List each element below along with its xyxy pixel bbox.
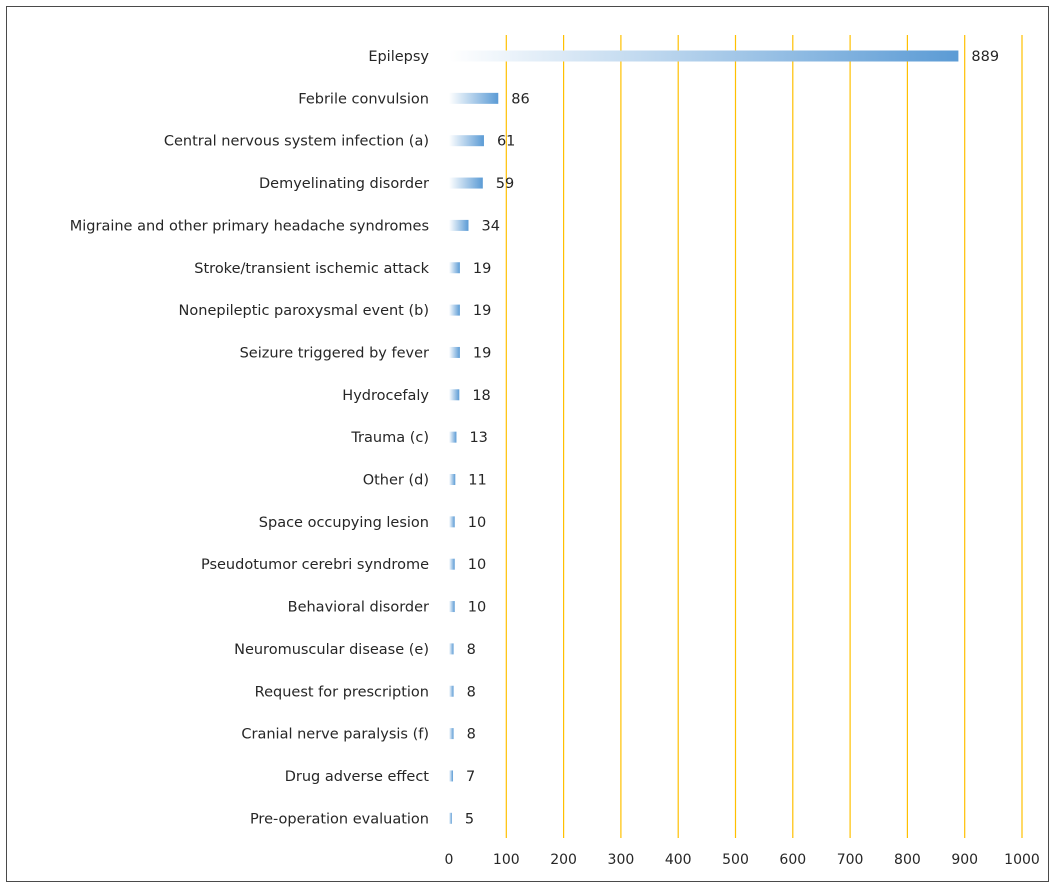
category-label: Other (d)	[363, 473, 429, 489]
category-label: Hydrocefaly	[342, 388, 429, 404]
bar	[449, 770, 454, 782]
data-label: 10	[468, 557, 486, 573]
bar	[449, 346, 460, 358]
category-label: Pre-operation evaluation	[250, 811, 429, 827]
x-tick-label: 1000	[1004, 852, 1040, 868]
bar	[449, 558, 455, 570]
category-label: Neuromuscular disease (e)	[234, 642, 429, 658]
category-label: Seizure triggered by fever	[240, 345, 429, 361]
x-tick-labels: 0 100 200 300 400 500 600 700 800 900 1000	[445, 852, 1040, 868]
data-label: 19	[473, 303, 491, 319]
data-label: 61	[497, 134, 515, 150]
data-label: 13	[469, 430, 487, 446]
data-label: 59	[496, 176, 514, 192]
data-label: 34	[481, 218, 499, 234]
category-label: Demyelinating disorder	[259, 176, 429, 192]
category-label: Migraine and other primary headache synd…	[70, 218, 429, 234]
category-label: Cranial nerve paralysis (f)	[241, 727, 429, 743]
bar	[449, 601, 455, 613]
category-label: Febrile convulsion	[298, 91, 429, 107]
x-tick-label: 200	[550, 852, 577, 868]
data-label: 8	[467, 727, 476, 743]
bar	[449, 177, 483, 189]
data-label: 19	[473, 261, 491, 277]
bar	[449, 643, 454, 655]
bar	[449, 728, 454, 740]
category-label: Stroke/transient ischemic attack	[194, 261, 429, 277]
bar	[449, 516, 455, 528]
x-tick-label: 800	[894, 852, 921, 868]
x-tick-label: 600	[779, 852, 806, 868]
bar	[449, 135, 484, 147]
data-label: 86	[511, 91, 529, 107]
x-tick-label: 400	[665, 852, 692, 868]
category-label: Trauma (c)	[350, 430, 429, 446]
x-tick-label: 700	[837, 852, 864, 868]
bar	[449, 812, 452, 824]
bar	[449, 262, 460, 274]
bar	[449, 474, 456, 485]
data-label: 19	[473, 345, 491, 361]
x-tick-label: 900	[951, 852, 978, 868]
category-label: Drug adverse effect	[285, 769, 430, 785]
bar	[449, 92, 499, 104]
data-label: 8	[467, 684, 476, 700]
bar	[449, 431, 457, 443]
category-label: Request for prescription	[255, 684, 429, 700]
bar	[449, 219, 469, 231]
category-label: Epilepsy	[368, 49, 429, 65]
data-label: 7	[466, 769, 475, 785]
category-label: Nonepileptic paroxysmal event (b)	[179, 303, 429, 319]
category-label: Space occupying lesion	[259, 515, 429, 531]
chart-frame	[6, 6, 1049, 882]
data-label: 8	[467, 642, 476, 658]
category-label: Pseudotumor cerebri syndrome	[201, 557, 429, 573]
x-tick-label: 0	[445, 852, 454, 868]
bar	[449, 389, 460, 401]
data-label: 18	[472, 388, 490, 404]
category-label: Central nervous system infection (a)	[164, 134, 429, 150]
x-tick-label: 300	[608, 852, 635, 868]
gridlines	[505, 35, 1023, 838]
data-label: 889	[971, 49, 999, 65]
bar	[449, 304, 460, 316]
value-labels: 889 86 61 59 34 19 19 19 18 13 11 10 10 10 8 8 8 7 5	[465, 49, 999, 827]
data-label: 5	[465, 811, 474, 827]
bar	[449, 685, 454, 697]
category-label: Behavioral disorder	[288, 600, 429, 616]
data-label: 10	[468, 515, 486, 531]
data-label: 11	[468, 473, 486, 489]
bar	[449, 50, 959, 62]
bars	[449, 50, 959, 824]
category-labels: Epilepsy Febrile convulsion Central nervou…	[70, 49, 430, 827]
x-tick-label: 500	[722, 852, 749, 868]
data-label: 10	[468, 600, 486, 616]
x-tick-label: 100	[493, 852, 520, 868]
